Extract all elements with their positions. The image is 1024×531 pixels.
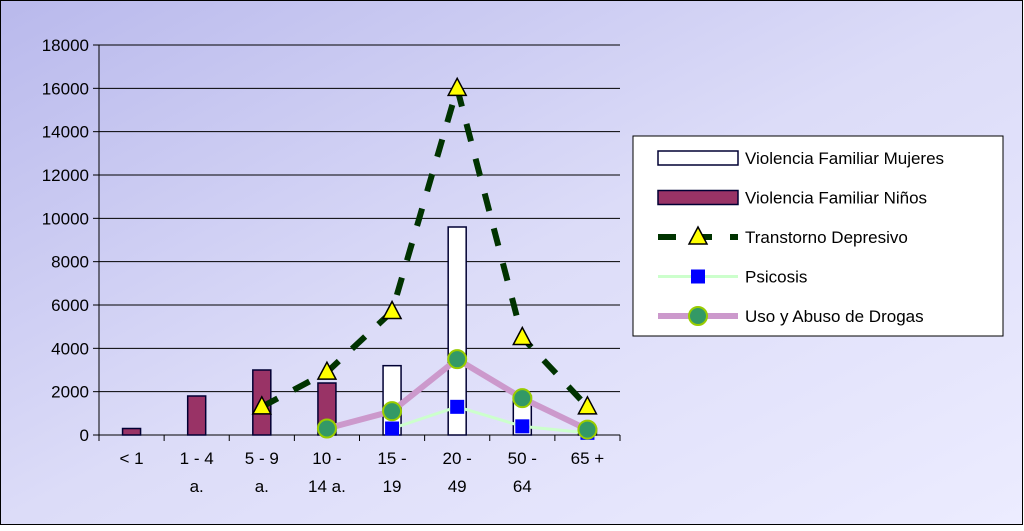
y-tick-label: 18000 bbox=[42, 36, 89, 55]
point-square bbox=[691, 269, 705, 284]
bar bbox=[447, 226, 467, 436]
x-tick-label: 20 -49 bbox=[443, 449, 472, 496]
point-triangle bbox=[316, 360, 338, 380]
x-tick-label: 65 + bbox=[571, 449, 605, 468]
legend-label: Uso y Abuso de Drogas bbox=[745, 307, 924, 326]
y-tick-label: 2000 bbox=[51, 383, 89, 402]
y-tick-label: 14000 bbox=[42, 123, 89, 142]
point-triangle bbox=[577, 395, 598, 415]
x-tick-label: < 1 bbox=[120, 449, 144, 468]
point-square bbox=[385, 421, 400, 436]
legend-swatch bbox=[657, 189, 739, 206]
axes bbox=[93, 44, 621, 441]
point-circle bbox=[316, 418, 337, 439]
x-tick-label: 15 -19 bbox=[377, 449, 406, 496]
legend-label: Violencia Familiar Mujeres bbox=[745, 149, 944, 168]
point-circle bbox=[382, 401, 403, 422]
legend-swatch bbox=[657, 150, 739, 166]
x-tick-label: 5 - 9 a. bbox=[245, 449, 279, 496]
y-tick-label: 8000 bbox=[51, 253, 89, 272]
point-circle bbox=[512, 388, 533, 409]
y-tick-label: 16000 bbox=[42, 79, 89, 98]
point-circle bbox=[447, 349, 468, 370]
y-tick-label: 10000 bbox=[42, 209, 89, 228]
x-tick-label: 1 - 4 a. bbox=[180, 449, 214, 496]
gridlines bbox=[99, 44, 620, 393]
x-tick-label: 50 -64 bbox=[508, 449, 537, 496]
legend-label: Psicosis bbox=[745, 268, 807, 287]
y-tick-labels: 0 2000 4000 6000 8000 10000 12000 14000 16000 180… bbox=[42, 36, 89, 445]
point-square bbox=[515, 419, 530, 434]
point-triangle bbox=[512, 325, 533, 346]
y-tick-label: 0 bbox=[80, 426, 89, 445]
x-tick-labels: < 1 1 - 4 a. 5 - 9 a. 10 -14 a. 15 -19 20 -49 50… bbox=[120, 449, 605, 496]
bar bbox=[121, 427, 142, 436]
point-triangle bbox=[687, 225, 709, 245]
bar bbox=[186, 395, 207, 436]
point-square bbox=[450, 399, 465, 414]
legend: Violencia Familiar Mujeres Violencia Fami… bbox=[632, 135, 1004, 337]
series-line bbox=[391, 405, 588, 435]
point-circle bbox=[688, 306, 708, 326]
y-tick-label: 12000 bbox=[42, 166, 89, 185]
point-triangle bbox=[251, 395, 273, 415]
y-tick-label: 4000 bbox=[51, 339, 89, 358]
line-series bbox=[251, 76, 598, 440]
x-tick-label: 10 -14 a. bbox=[308, 449, 346, 496]
y-tick-label: 6000 bbox=[51, 296, 89, 315]
legend-label: Transtorno Depresivo bbox=[745, 228, 908, 247]
point-circle bbox=[577, 419, 598, 440]
point-triangle bbox=[446, 76, 468, 97]
legend-label: Violencia Familiar Niños bbox=[745, 189, 927, 208]
point-triangle bbox=[381, 299, 403, 320]
